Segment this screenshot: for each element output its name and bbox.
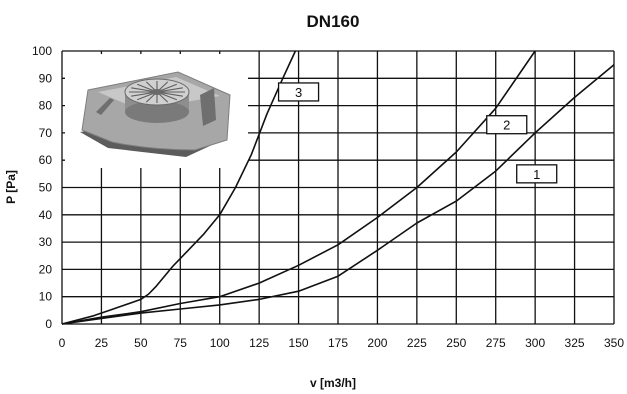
y-tick-label: 0 <box>45 317 52 331</box>
y-tick-label: 30 <box>39 235 53 249</box>
curve-2-label: 2 <box>503 118 510 133</box>
x-tick-label: 325 <box>565 336 585 350</box>
chart-title: DN160 <box>307 12 360 31</box>
x-tick-label: 100 <box>210 336 230 350</box>
y-tick-label: 40 <box>39 208 53 222</box>
curve-1-label: 1 <box>533 167 540 182</box>
x-tick-label: 25 <box>95 336 109 350</box>
x-tick-label: 200 <box>367 336 387 350</box>
curve-labels: 3 2 1 <box>277 82 558 184</box>
y-tick-label: 80 <box>39 99 53 113</box>
y-tick-label: 10 <box>39 290 53 304</box>
curve-3-line <box>61 50 297 325</box>
curve-3-label: 3 <box>295 85 302 100</box>
x-tick-label: 0 <box>59 336 66 350</box>
x-tick-label: 175 <box>328 336 348 350</box>
curve-2-line <box>61 50 536 325</box>
curve-1-line <box>61 64 615 325</box>
x-tick-label: 350 <box>604 336 624 350</box>
y-tick-label: 20 <box>39 262 53 276</box>
vent-hub <box>151 89 163 95</box>
x-tick-label: 250 <box>446 336 466 350</box>
curve-3-label-box <box>277 82 320 102</box>
y-tick-label: 60 <box>39 153 53 167</box>
y-axis-title: P [Pa] <box>4 170 18 204</box>
tick-labels: 0 25 50 75 100 125 150 175 200 225 250 275 300 325 350… <box>32 44 624 350</box>
y-tick-label: 70 <box>39 126 53 140</box>
y-tick-label: 50 <box>39 181 53 195</box>
y-tick-label: 90 <box>39 71 53 85</box>
x-tick-label: 50 <box>134 336 148 350</box>
curve-2-label-box <box>486 115 528 135</box>
curves <box>61 50 615 325</box>
x-axis-title: v [m3/h] <box>310 376 356 390</box>
x-tick-label: 75 <box>174 336 188 350</box>
x-tick-label: 275 <box>486 336 506 350</box>
x-tick-label: 150 <box>289 336 309 350</box>
vent-slot-left <box>96 98 114 115</box>
x-tick-label: 300 <box>525 336 545 350</box>
y-tick-label: 100 <box>32 44 52 58</box>
curve-1-label-box <box>516 164 558 184</box>
vent-collar-bottom <box>125 101 189 123</box>
roof-vent-product-image <box>65 54 248 168</box>
vent-slot-right <box>200 88 216 126</box>
x-tick-label: 225 <box>407 336 427 350</box>
x-tick-label: 125 <box>249 336 269 350</box>
